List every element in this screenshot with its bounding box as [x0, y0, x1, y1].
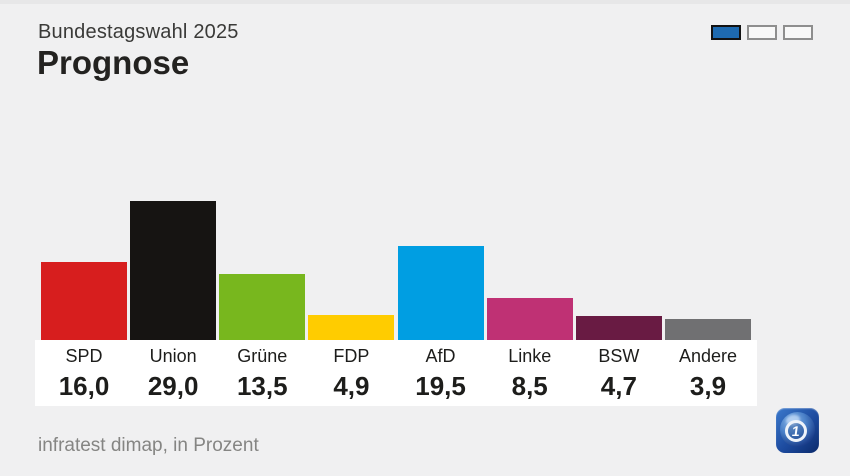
page-indicator: [711, 25, 813, 40]
bar-category-label: Andere: [678, 346, 737, 366]
bar-column-bsw: BSW 4,7: [575, 170, 662, 406]
bar-value-label: 13,5: [236, 371, 288, 401]
bar-area: [397, 170, 484, 340]
bar-fdp: [308, 315, 395, 340]
bar-value-label: 3,9: [689, 371, 727, 401]
page-indicator-box-2[interactable]: [747, 25, 777, 40]
bar-spd: [41, 262, 127, 340]
bar-columns: SPD 16,0 Union 29,0 Grüne 13,5 FDP 4,9 AfD 19,5 Li…: [41, 170, 751, 406]
page-indicator-box-3[interactable]: [783, 25, 813, 40]
bar-value-label: 8,5: [511, 371, 548, 401]
bar-column-spd: SPD 16,0: [41, 170, 127, 406]
bar-union: [130, 201, 217, 340]
bar-area: [130, 170, 217, 340]
bar-afd: [397, 246, 484, 340]
bar-grüne: [219, 274, 306, 340]
ard-eins-globe-logo: 1: [776, 408, 819, 453]
source-caption: infratest dimap, in Prozent: [38, 435, 259, 456]
eins-ring-icon: 1: [785, 420, 807, 442]
bar-column-fdp: FDP 4,9: [308, 170, 395, 406]
bar-column-grüne: Grüne 13,5: [219, 170, 306, 406]
page-title: Prognose: [37, 44, 190, 81]
bar-column-andere: Andere 3,9: [664, 170, 751, 406]
bar-area: [308, 170, 395, 340]
eins-glyph: 1: [790, 423, 802, 439]
bar-value-label: 4,7: [600, 371, 637, 401]
bar-linke: [486, 298, 573, 340]
result-bar-chart: SPD 16,0 Union 29,0 Grüne 13,5 FDP 4,9 AfD 19,5 Li…: [35, 170, 757, 406]
bar-category-label: FDP: [333, 346, 370, 366]
bar-category-label: Linke: [508, 346, 552, 366]
bar-category-label: SPD: [65, 346, 103, 366]
bar-value-label: 4,9: [333, 371, 370, 401]
chart-label-panel: [35, 340, 757, 406]
bar-area: [41, 170, 127, 340]
bar-column-linke: Linke 8,5: [486, 170, 573, 406]
bar-value-label: 29,0: [147, 371, 199, 401]
bar-value-label: 16,0: [58, 371, 110, 401]
bar-category-label: BSW: [598, 346, 640, 366]
bar-category-label: AfD: [425, 346, 456, 366]
bar-category-label: Union: [149, 346, 197, 366]
page-indicator-box-1[interactable]: [711, 25, 741, 40]
bar-andere: [664, 319, 751, 340]
bar-area: [486, 170, 573, 340]
bar-bsw: [575, 316, 662, 340]
bar-value-label: 19,5: [415, 371, 466, 401]
page-kicker: Bundestagswahl 2025: [38, 21, 239, 43]
bar-area: [664, 170, 751, 340]
bar-column-union: Union 29,0: [130, 170, 217, 406]
bar-area: [575, 170, 662, 340]
bar-area: [219, 170, 306, 340]
bar-category-label: Grüne: [237, 346, 288, 366]
bar-column-afd: AfD 19,5: [397, 170, 484, 406]
